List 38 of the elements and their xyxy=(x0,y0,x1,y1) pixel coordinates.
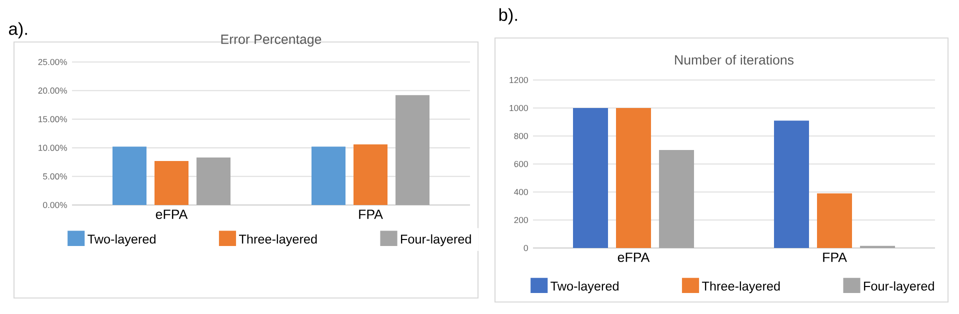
text: a). xyxy=(9,22,27,38)
chart-title: Error Percentage xyxy=(221,34,322,47)
y-tick-label: 1000 xyxy=(510,104,528,112)
x-tick-label: eFPA xyxy=(156,210,188,220)
y-tick-label: 0.00% xyxy=(43,202,67,208)
legend-label: Three-layered xyxy=(238,234,317,246)
bar xyxy=(112,146,146,205)
bar xyxy=(312,146,346,205)
legend-label: Two-layered xyxy=(88,234,156,246)
bar xyxy=(154,160,189,205)
legend-label: Three-layered xyxy=(702,281,780,294)
y-tick-label: 25.00% xyxy=(38,58,67,66)
y-tick-label: 200 xyxy=(514,216,528,224)
bar xyxy=(817,193,852,248)
y-tick-label: 0 xyxy=(524,244,528,252)
bar xyxy=(196,158,231,205)
bar xyxy=(396,95,430,205)
x-tick-label: FPA xyxy=(823,252,847,262)
legend-label: Four-layered xyxy=(864,281,934,294)
y-tick-label: 400 xyxy=(514,188,528,196)
y-tick-label: 15.00% xyxy=(38,116,67,122)
bar xyxy=(354,144,388,205)
bar xyxy=(659,150,694,248)
bar xyxy=(616,108,652,248)
y-tick-label: 1200 xyxy=(510,76,528,84)
y-tick-label: 10.00% xyxy=(38,144,67,151)
text: b). xyxy=(499,8,517,24)
y-tick-label: 600 xyxy=(514,160,528,168)
y-tick-label: 800 xyxy=(514,132,528,140)
y-tick-label: 20.00% xyxy=(38,88,67,94)
y-tick-label: 5.00% xyxy=(43,173,67,180)
chart-title: Number of iterations xyxy=(675,54,794,65)
legend-label: Two-layered xyxy=(550,281,618,294)
bar xyxy=(774,120,810,248)
bar xyxy=(573,108,608,248)
x-tick-label: eFPA xyxy=(618,252,650,262)
x-tick-label: FPA xyxy=(359,210,383,219)
legend-label: Four-layered xyxy=(401,234,471,246)
